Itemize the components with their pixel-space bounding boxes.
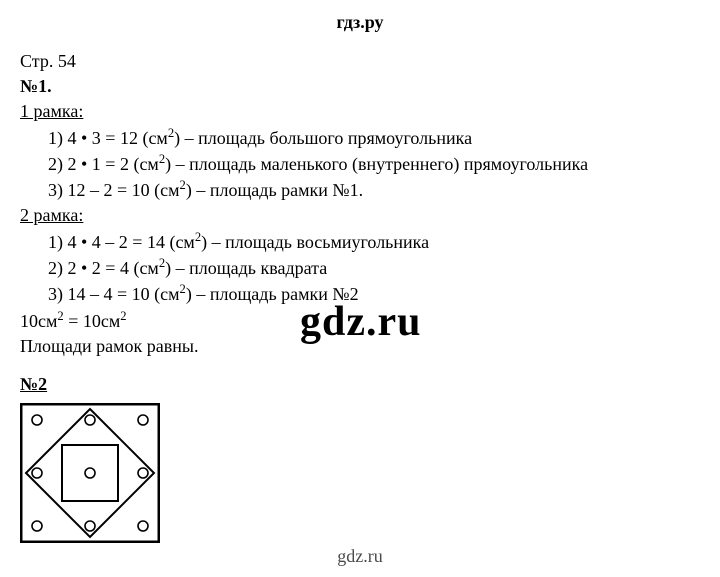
exercise-2-number: №2 [20, 372, 700, 396]
page-label: Стр. 54 [20, 51, 700, 72]
frame1-line-2: 2) 2 • 1 = 2 (см2) – площадь маленького … [20, 151, 700, 176]
frame1-line-1: 1) 4 • 3 = 12 (см2) – площадь большого п… [20, 125, 700, 150]
equality-line: 10см2 = 10см2 [20, 308, 700, 333]
site-header: гдз.ру [20, 12, 700, 33]
exercise-2-figure [20, 403, 700, 543]
conclusion-line: Площади рамок равны. [20, 334, 700, 358]
footer-watermark: gdz.ru [0, 546, 720, 567]
frame2-line-1: 1) 4 • 4 – 2 = 14 (см2) – площадь восьми… [20, 229, 700, 254]
frame1-line-3: 3) 12 – 2 = 10 (см2) – площадь рамки №1. [20, 177, 700, 202]
frame2-line-3: 3) 14 – 4 = 10 (см2) – площадь рамки №2 [20, 281, 700, 306]
exercise-1-number: №1. [20, 74, 700, 98]
frame1-title: 1 рамка: [20, 99, 700, 123]
frame2-line-2: 2) 2 • 2 = 4 (см2) – площадь квадрата [20, 255, 700, 280]
frame2-title: 2 рамка: [20, 203, 700, 227]
